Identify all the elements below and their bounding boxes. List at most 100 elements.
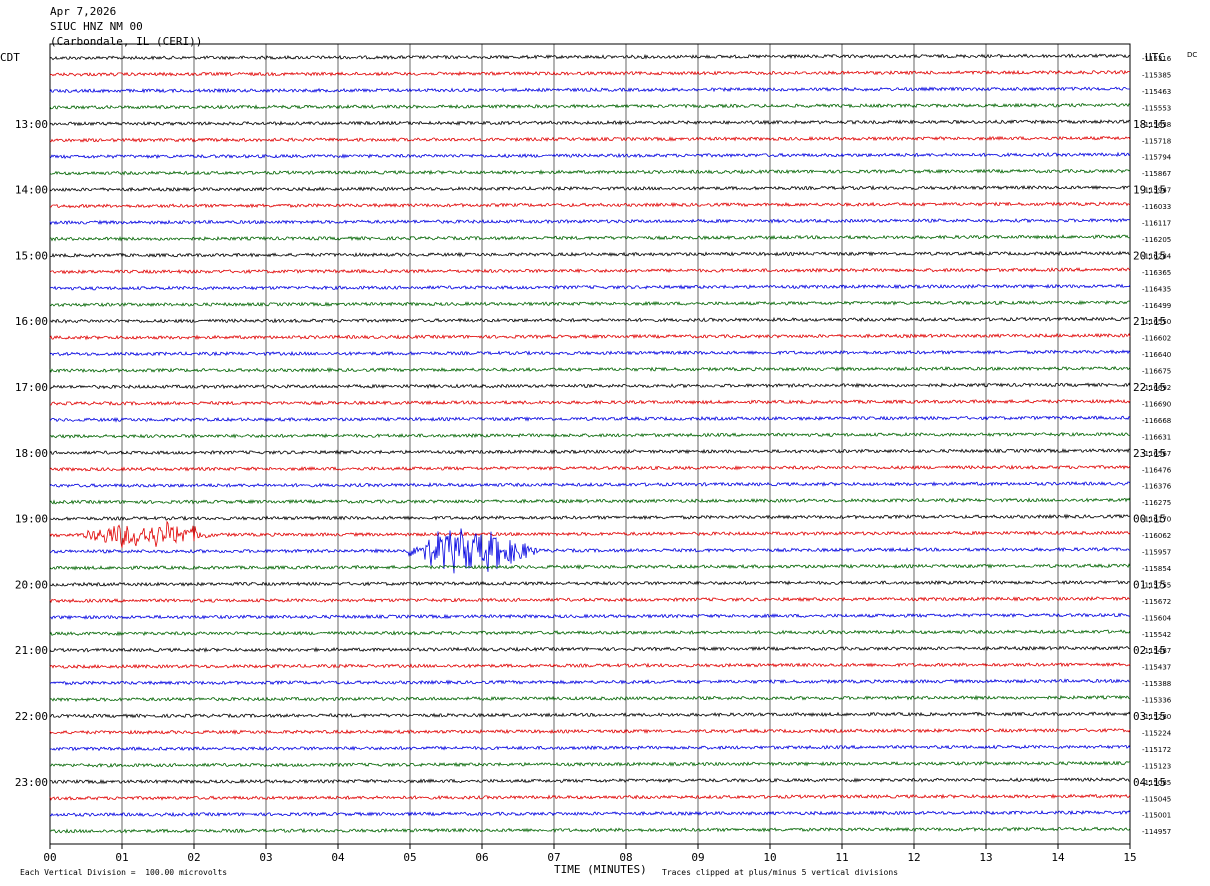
seismic-trace: [49, 398, 1131, 406]
trace-dc-offset: -115854: [1142, 565, 1172, 573]
seismic-trace: [49, 520, 1131, 548]
seismic-trace: [49, 431, 1131, 439]
trace-dc-offset: -116602: [1142, 335, 1171, 343]
right-hour-label: 00:15: [1133, 513, 1166, 526]
seismic-trace: [49, 662, 1131, 670]
trace-dc-offset: -115316: [1142, 55, 1172, 63]
trace-dc-offset: -115085: [1142, 779, 1171, 787]
right-hour-label: 03:15: [1133, 710, 1166, 723]
seismic-trace: [49, 267, 1131, 275]
seismic-trace: [49, 201, 1131, 209]
trace-dc-offset: -115224: [1142, 729, 1172, 737]
trace-dc-offset: -115172: [1142, 746, 1171, 754]
trace-dc-offset: -116476: [1142, 466, 1172, 474]
seismic-trace: [49, 151, 1131, 160]
trace-dc-offset: -116062: [1142, 532, 1171, 540]
left-hour-label: 22:00: [15, 710, 48, 723]
footer-scale-note: Each Vertical Division = 100.00 microvol…: [20, 868, 228, 877]
trace-dc-offset: -116170: [1142, 516, 1171, 524]
left-hour-label: 23:00: [15, 776, 48, 789]
x-tick-label: 04: [331, 851, 345, 864]
trace-dc-offset: -116033: [1142, 203, 1171, 211]
trace-dc-offset: -116692: [1142, 384, 1171, 392]
trace-dc-offset: -116567: [1142, 450, 1171, 458]
x-tick-label: 05: [403, 851, 416, 864]
trace-dc-offset: -115794: [1142, 154, 1172, 162]
trace-dc-offset: -115437: [1142, 664, 1171, 672]
x-tick-label: 12: [907, 851, 920, 864]
trace-dc-offset: -115672: [1142, 598, 1171, 606]
left-hour-label: 21:00: [15, 644, 48, 657]
seismic-trace: [49, 777, 1130, 785]
trace-dc-offset: -115553: [1142, 104, 1171, 112]
trace-dc-offset: -115045: [1142, 795, 1171, 803]
trace-dc-offset: -116376: [1142, 483, 1172, 491]
seismic-trace: [49, 694, 1130, 703]
seismic-trace: [49, 612, 1131, 620]
left-hour-label: 14:00: [15, 184, 48, 197]
seismic-trace: [49, 218, 1131, 226]
trace-dc-offset: -115487: [1142, 647, 1171, 655]
trace-dc-offset: -115385: [1142, 71, 1171, 79]
seismic-trace: [49, 711, 1131, 719]
x-tick-label: 09: [691, 851, 704, 864]
left-hour-label: 18:00: [15, 447, 48, 460]
seismic-trace: [49, 826, 1131, 834]
seismic-trace: [49, 744, 1131, 752]
left-hour-label: 17:00: [15, 381, 48, 394]
right-timezone-label: UTC: [1145, 51, 1165, 64]
trace-dc-offset: -115463: [1142, 88, 1171, 96]
trace-dc-offset: -114957: [1142, 828, 1171, 836]
seismic-trace: [49, 727, 1131, 736]
x-axis-title: TIME (MINUTES): [554, 863, 647, 876]
right-hour-label: 19:15: [1133, 184, 1166, 197]
left-hour-label: 15:00: [15, 249, 48, 262]
seismic-trace: [49, 234, 1131, 242]
seismic-trace: [49, 809, 1131, 818]
seismic-trace: [49, 332, 1131, 341]
trace-dc-offset: -115957: [1142, 549, 1171, 557]
trace-dc-offset: -116675: [1142, 368, 1171, 376]
seismic-trace: [49, 135, 1131, 143]
seismic-trace: [49, 513, 1131, 521]
trace-dc-offset: -115947: [1142, 187, 1171, 195]
right-hour-label: 22:15: [1133, 381, 1166, 394]
station-location: (Carbondale, IL (CERI)): [50, 35, 203, 48]
x-tick-label: 14: [1051, 851, 1065, 864]
seismic-trace: [49, 365, 1131, 374]
right-hour-label: 04:15: [1133, 776, 1166, 789]
trace-dc-offset: -116284: [1142, 252, 1172, 260]
trace-dc-offset: -116205: [1142, 236, 1171, 244]
trace-dc-offset: -116640: [1142, 351, 1171, 359]
seismic-trace: [49, 563, 1131, 571]
right-hour-label: 02:15: [1133, 644, 1166, 657]
trace-dc-offset: -116690: [1142, 400, 1171, 408]
seismic-trace: [49, 678, 1131, 686]
trace-dc-offset: -116499: [1142, 302, 1171, 310]
seismic-trace: [49, 580, 1131, 588]
trace-dc-offset: -115280: [1142, 713, 1171, 721]
seismic-trace: [49, 119, 1131, 127]
seismic-trace: [49, 69, 1131, 77]
plot-frame: [49, 43, 1131, 845]
seismic-trace: [49, 184, 1130, 193]
x-tick-label: 00: [43, 851, 56, 864]
seismic-trace: [49, 596, 1131, 604]
seismic-trace: [49, 316, 1131, 324]
left-timezone-label: CDT: [0, 51, 20, 64]
plot-date: Apr 7,2026: [50, 5, 117, 18]
x-tick-label: 07: [547, 851, 560, 864]
seismic-trace: [49, 415, 1131, 423]
seismic-trace: [49, 349, 1131, 357]
seismic-trace: [49, 481, 1131, 488]
seismic-trace: [49, 283, 1131, 291]
seismic-trace: [49, 629, 1131, 637]
seismic-trace: [49, 86, 1131, 94]
trace-dc-offset: -116365: [1142, 269, 1171, 277]
seismic-trace: [49, 497, 1131, 505]
left-hour-label: 19:00: [15, 513, 48, 526]
trace-dc-offset: -115604: [1142, 614, 1172, 622]
seismic-trace: [49, 793, 1131, 801]
right-hour-label: 20:15: [1133, 249, 1166, 262]
